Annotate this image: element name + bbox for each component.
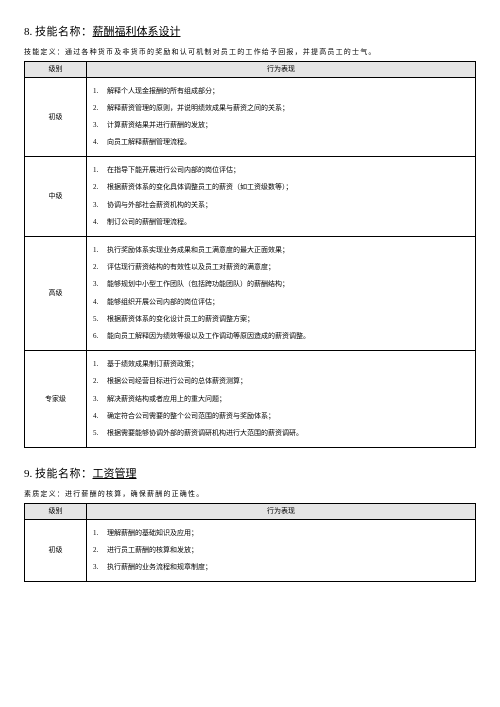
skill9-def-text: 进行薪酬的核算，确保薪酬的正确性。 xyxy=(65,490,204,498)
table-row: 初级理解薪酬的基础知识及应用；进行员工薪酬的核算和发放；执行薪酬的业务流程和规章… xyxy=(25,519,476,582)
table-row: 专家级基于绩效成果制订薪资政策；根据公司经营目标进行公司的总体薪资测算；解决薪资… xyxy=(25,351,476,448)
skill8-label: 技能名称： xyxy=(35,26,93,38)
behavior-item: 解释薪资管理的原则，并说明绩效成果与薪资之间的关系； xyxy=(91,100,471,117)
behaviors-cell: 执行奖励体系实现业务成果和员工满意度的最大正面效果；评估现行薪资结构的有效性以及… xyxy=(87,237,476,351)
skill9-definition: 素质定义：进行薪酬的核算，确保薪酬的正确性。 xyxy=(24,489,476,500)
behaviors-cell: 在指导下能开展进行公司内部的岗位评估；根据薪资体系的变化具体调整员工的薪资（如工… xyxy=(87,157,476,237)
behaviors-cell: 解释个人现金报酬的所有组成部分；解释薪资管理的原则，并说明绩效成果与薪资之间的关… xyxy=(87,77,476,157)
behavior-item: 根据薪资体系的变化设计员工的薪资调整方案； xyxy=(91,311,471,328)
col-level: 级别 xyxy=(25,62,87,78)
col-behavior: 行为表现 xyxy=(87,62,476,78)
behavior-item: 理解薪酬的基础知识及应用； xyxy=(91,525,471,542)
behavior-item: 制订公司的薪酬管理流程。 xyxy=(91,214,471,231)
behaviors-list: 理解薪酬的基础知识及应用；进行员工薪酬的核算和发放；执行薪酬的业务流程和规章制度… xyxy=(91,523,471,579)
skill9-name: 工资管理 xyxy=(93,468,137,480)
skill8-tbody: 初级解释个人现金报酬的所有组成部分；解释薪资管理的原则，并说明绩效成果与薪资之间… xyxy=(25,77,476,448)
table-row: 中级在指导下能开展进行公司内部的岗位评估；根据薪资体系的变化具体调整员工的薪资（… xyxy=(25,157,476,237)
skill9-def-label: 素质定义： xyxy=(24,490,65,498)
behaviors-cell: 理解薪酬的基础知识及应用；进行员工薪酬的核算和发放；执行薪酬的业务流程和规章制度… xyxy=(87,519,476,582)
skill9-tbody: 初级理解薪酬的基础知识及应用；进行员工薪酬的核算和发放；执行薪酬的业务流程和规章… xyxy=(25,519,476,582)
table-row: 高级执行奖励体系实现业务成果和员工满意度的最大正面效果；评估现行薪资结构的有效性… xyxy=(25,237,476,351)
behavior-item: 根据薪资体系的变化具体调整员工的薪资（如工资级数等）； xyxy=(91,179,471,196)
skill8-def-text: 通过各种货币及非货币的奖励和认可机制对员工的工作给予回报，并提高员工的士气。 xyxy=(65,48,377,56)
behaviors-cell: 基于绩效成果制订薪资政策；根据公司经营目标进行公司的总体薪资测算；解决薪资结构或… xyxy=(87,351,476,448)
behavior-item: 向员工解释薪酬管理流程。 xyxy=(91,134,471,151)
table-row: 初级解释个人现金报酬的所有组成部分；解释薪资管理的原则，并说明绩效成果与薪资之间… xyxy=(25,77,476,157)
behavior-item: 评估现行薪资结构的有效性以及员工对薪资的满意度； xyxy=(91,259,471,276)
level-cell: 初级 xyxy=(25,519,87,582)
behavior-item: 进行员工薪酬的核算和发放； xyxy=(91,542,471,559)
skill8-definition: 技能定义：通过各种货币及非货币的奖励和认可机制对员工的工作给予回报，并提高员工的… xyxy=(24,47,476,58)
behavior-item: 能够规划中小型工作团队（包括跨功能团队）的薪酬结构； xyxy=(91,276,471,293)
behavior-item: 在指导下能开展进行公司内部的岗位评估； xyxy=(91,162,471,179)
behavior-item: 执行奖励体系实现业务成果和员工满意度的最大正面效果； xyxy=(91,242,471,259)
level-cell: 中级 xyxy=(25,157,87,237)
skill8-name: 薪酬福利体系设计 xyxy=(93,26,181,38)
behaviors-list: 解释个人现金报酬的所有组成部分；解释薪资管理的原则，并说明绩效成果与薪资之间的关… xyxy=(91,81,471,154)
skill9-table: 级别 行为表现 初级理解薪酬的基础知识及应用；进行员工薪酬的核算和发放；执行薪酬… xyxy=(24,503,476,582)
behavior-item: 根据公司经营目标进行公司的总体薪资测算； xyxy=(91,373,471,390)
behavior-item: 解决薪资结构或者应用上的重大问题； xyxy=(91,391,471,408)
level-cell: 专家级 xyxy=(25,351,87,448)
skill8-number: 8. xyxy=(24,26,32,38)
skill8-heading: 8. 技能名称：薪酬福利体系设计 xyxy=(24,24,476,41)
col-behavior: 行为表现 xyxy=(87,504,476,520)
behaviors-list: 在指导下能开展进行公司内部的岗位评估；根据薪资体系的变化具体调整员工的薪资（如工… xyxy=(91,160,471,233)
behaviors-list: 执行奖励体系实现业务成果和员工满意度的最大正面效果；评估现行薪资结构的有效性以及… xyxy=(91,240,471,347)
behavior-item: 协调与外部社会薪资机构的关系； xyxy=(91,197,471,214)
skill9-number: 9. xyxy=(24,468,32,480)
behavior-item: 确定符合公司需要的整个公司范围的薪资与奖励体系； xyxy=(91,408,471,425)
level-cell: 高级 xyxy=(25,237,87,351)
behaviors-list: 基于绩效成果制订薪资政策；根据公司经营目标进行公司的总体薪资测算；解决薪资结构或… xyxy=(91,354,471,444)
col-level: 级别 xyxy=(25,504,87,520)
behavior-item: 基于绩效成果制订薪资政策； xyxy=(91,356,471,373)
behavior-item: 能向员工解释因为绩效等级以及工作调动等原因造成的薪资调整。 xyxy=(91,328,471,345)
skill8-def-label: 技能定义： xyxy=(24,48,65,56)
behavior-item: 执行薪酬的业务流程和规章制度； xyxy=(91,559,471,576)
skill9-label: 技能名称： xyxy=(35,468,93,480)
behavior-item: 根据需要能够协调外部的薪资调研机构进行大范围的薪资调研。 xyxy=(91,425,471,442)
behavior-item: 计算薪资结果并进行薪酬的发放； xyxy=(91,117,471,134)
level-cell: 初级 xyxy=(25,77,87,157)
behavior-item: 解释个人现金报酬的所有组成部分； xyxy=(91,83,471,100)
skill9-heading: 9. 技能名称：工资管理 xyxy=(24,466,476,483)
behavior-item: 能够组织开展公司内部的岗位评估； xyxy=(91,294,471,311)
skill8-table: 级别 行为表现 初级解释个人现金报酬的所有组成部分；解释薪资管理的原则，并说明绩… xyxy=(24,61,476,448)
